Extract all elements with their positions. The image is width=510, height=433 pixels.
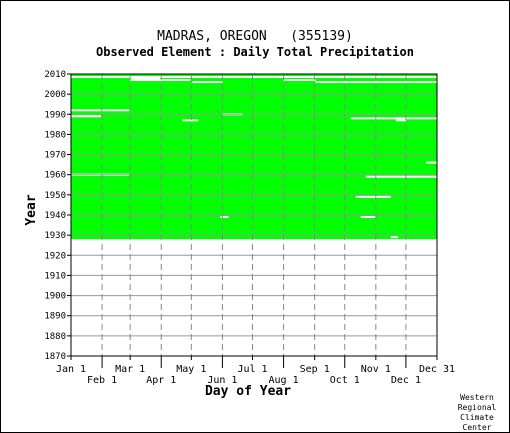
missing-data-segment [71, 109, 102, 112]
missing-data-segment [102, 109, 130, 112]
missing-data-segment [283, 79, 316, 82]
credit-block: Western Regional Climate Center [458, 393, 497, 432]
y-tick-label: 1920 [44, 251, 66, 261]
missing-data-segment [390, 236, 398, 239]
x-tick-label: Apr 1 [146, 375, 176, 386]
y-tick-label: 1890 [44, 312, 66, 322]
y-tick-label: 2010 [44, 70, 66, 80]
y-tick-label: 1930 [44, 231, 66, 241]
x-tick-label: Feb 1 [87, 375, 117, 386]
y-tick-label: 1970 [44, 151, 66, 161]
credit-line-4: Center [463, 423, 492, 432]
x-tick-label: Oct 1 [330, 375, 360, 386]
missing-data-segment [130, 77, 161, 80]
data-layer [71, 74, 437, 240]
y-tick-label: 1990 [44, 110, 66, 120]
missing-data-segment [192, 81, 223, 84]
credit-line-2: Regional [458, 403, 497, 412]
y-tick-label: 1870 [44, 352, 66, 362]
x-tick-label: Nov 1 [361, 364, 391, 375]
y-tick-label: 2000 [44, 90, 66, 100]
missing-data-segment [130, 79, 191, 82]
x-tick-label: Sep 1 [300, 364, 330, 375]
missing-data-segment [355, 195, 391, 198]
y-tick-label: 1980 [44, 130, 66, 140]
y-axis-label: Year [24, 194, 39, 225]
missing-data-segment [182, 119, 199, 122]
y-tick-label: 1950 [44, 191, 66, 201]
credit-line-3: Climate [460, 413, 494, 422]
credit-line-1: Western [460, 393, 494, 402]
x-tick-label: Jan 1 [56, 364, 86, 375]
x-tick-label: Aug 1 [269, 375, 299, 386]
missing-data-segment [220, 216, 229, 219]
y-tick-label: 1900 [44, 292, 66, 302]
x-tick-label: Dec 31 [419, 364, 455, 375]
chart-subtitle: Observed Element : Daily Total Precipita… [96, 45, 414, 59]
x-axis-label: Day of Year [205, 384, 291, 399]
y-tick-label: 1910 [44, 271, 66, 281]
missing-data-segment [315, 81, 437, 84]
missing-data-segment [425, 161, 437, 164]
x-tick-label: Jul 1 [237, 364, 267, 375]
y-axis: 1870 1880 1890 1900 1910 1920 1930 1940 1950 1960… [44, 70, 71, 362]
missing-data-segment [350, 117, 437, 120]
y-tick-label: 1960 [44, 171, 66, 181]
x-tick-label: May 1 [176, 364, 206, 375]
grid-lines [71, 74, 437, 356]
x-axis: Jan 1 Mar 1 May 1 Jul 1 Sep 1 Nov 1 Dec 31 Feb … [56, 356, 455, 386]
missing-data-segment [360, 216, 376, 219]
y-tick-label: 1880 [44, 332, 66, 342]
missing-data-segment [395, 119, 406, 122]
x-tick-label: Jun 1 [207, 375, 237, 386]
missing-data-segment [365, 175, 437, 178]
y-tick-label: 1940 [44, 211, 66, 221]
data-coverage-block [71, 74, 437, 240]
missing-data-segment [71, 76, 437, 79]
chart-title: MADRAS, OREGON (355139) [157, 29, 353, 44]
x-tick-label: Dec 1 [391, 375, 421, 386]
x-tick-label: Mar 1 [115, 364, 145, 375]
missing-data-segment [71, 115, 102, 118]
